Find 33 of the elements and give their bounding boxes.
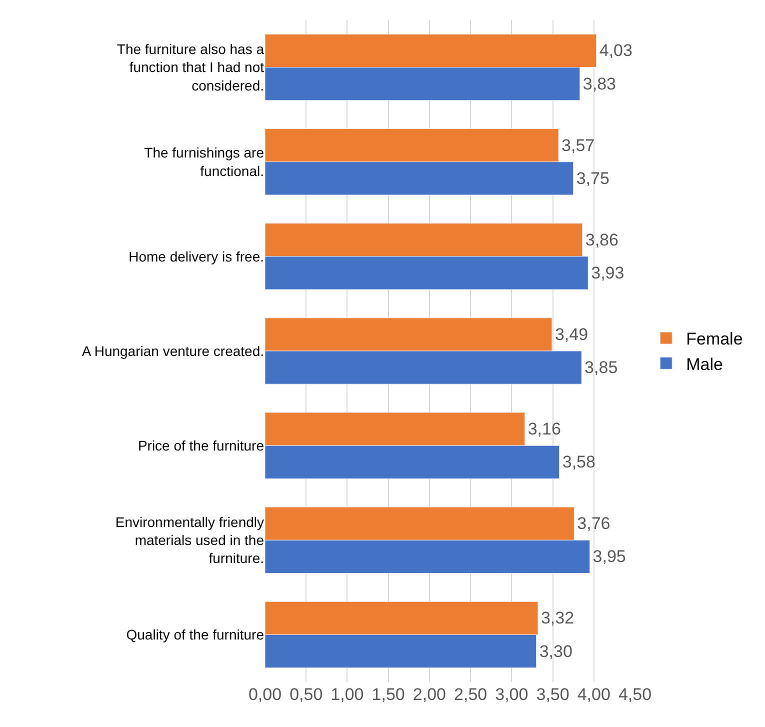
x-tick-label: 4,00: [577, 685, 610, 704]
data-label: 3,58: [562, 452, 596, 472]
legend-label: Female: [686, 330, 743, 349]
x-tick-label: 3,00: [495, 685, 528, 704]
data-label: 4,03: [599, 41, 632, 60]
data-label: 3,75: [576, 168, 610, 188]
y-tick-label: Home delivery is free.: [128, 248, 264, 264]
data-label: 3,93: [591, 263, 624, 282]
x-tick-label: 4,50: [618, 685, 652, 704]
y-tick-label: Environmentally friendly materials used in the furniture.: [115, 514, 264, 566]
x-tick-label: 2,50: [454, 685, 488, 704]
x-tick-label: 0,50: [290, 685, 323, 704]
x-tick-label: 3,50: [536, 685, 570, 704]
legend-label: Male: [686, 354, 723, 374]
y-tick-label: The furnishings are functional.: [144, 144, 264, 179]
data-label: 3,49: [554, 324, 588, 344]
x-tick-label: 0,00: [248, 685, 282, 704]
data-label: 3,57: [562, 136, 595, 155]
x-tick-label: 1,50: [372, 685, 405, 704]
data-label: 3,16: [528, 420, 561, 439]
data-label: 3,86: [585, 230, 618, 250]
data-label: 3,30: [539, 642, 572, 661]
x-tick-label: 2,00: [412, 685, 446, 704]
data-label: 3,76: [577, 514, 610, 534]
y-tick-label: Price of the furniture: [138, 437, 264, 454]
data-label: 3,32: [540, 608, 574, 628]
x-tick-label: 1,00: [330, 685, 364, 704]
y-tick-label: A Hungarian venture created.: [82, 342, 264, 359]
y-tick-label: Quality of the furniture: [126, 626, 264, 643]
data-label: 3,83: [582, 74, 616, 94]
data-label: 3,85: [584, 358, 618, 378]
data-label: 3,95: [592, 547, 626, 566]
y-tick-label: The furniture also has a function that I had not considered.: [116, 40, 264, 94]
